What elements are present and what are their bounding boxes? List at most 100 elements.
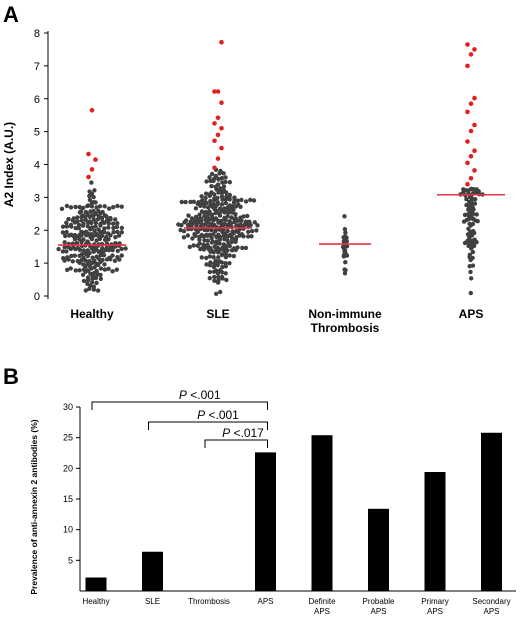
data-point: [197, 241, 202, 246]
data-point: [227, 219, 232, 224]
data-point: [105, 218, 110, 223]
data-point-elevated: [219, 145, 224, 151]
data-point: [115, 221, 120, 226]
data-point: [202, 214, 207, 219]
data-point: [96, 208, 101, 214]
data-point: [185, 233, 191, 238]
data-point: [73, 204, 78, 210]
x-category-label: SLE: [145, 597, 160, 606]
data-point: [73, 225, 78, 231]
data-point: [90, 213, 95, 218]
data-point: [65, 267, 70, 273]
y-tick-label: 20: [63, 463, 73, 473]
data-point: [79, 218, 84, 223]
data-point: [213, 228, 218, 233]
y-tick-label: 4: [34, 160, 40, 172]
data-point: [470, 249, 476, 255]
data-point-elevated: [219, 100, 224, 105]
scatter-chart: 0 1 2 3 4 5 6 7 8 A2 Index (A.U.) Healthy SLE Non-im…: [2, 28, 505, 335]
data-point: [71, 245, 76, 250]
data-point: [62, 233, 68, 239]
data-point: [64, 203, 70, 209]
y-tick-label: 2: [34, 225, 40, 237]
p-value-label: P <.001: [197, 408, 239, 422]
data-point: [205, 228, 210, 233]
data-point: [97, 236, 103, 242]
data-point: [223, 271, 228, 276]
data-point: [80, 272, 86, 277]
data-point: [197, 212, 202, 217]
data-point: [116, 233, 122, 238]
data-point: [64, 229, 69, 235]
data-point: [469, 276, 474, 281]
data-point-elevated: [472, 95, 477, 101]
data-point: [98, 266, 104, 271]
data-point: [239, 232, 244, 237]
data-point: [99, 215, 105, 221]
data-point: [223, 251, 228, 257]
data-point: [119, 225, 125, 231]
data-point: [342, 214, 347, 219]
data-point: [100, 257, 105, 263]
data-point: [212, 278, 217, 283]
data-point: [243, 245, 249, 251]
data-point: [214, 291, 219, 296]
data-point: [92, 228, 97, 234]
data-point: [207, 209, 212, 214]
data-point-elevated: [472, 47, 477, 52]
data-point: [199, 194, 204, 199]
data-point: [76, 226, 82, 231]
data-point: [215, 208, 220, 214]
p-letter: P: [222, 426, 230, 440]
data-point: [199, 232, 204, 238]
x-category-label: SLE: [206, 307, 229, 321]
x-category-label: APS: [314, 607, 330, 616]
data-point: [94, 205, 99, 210]
data-point: [243, 219, 249, 224]
data-point: [211, 202, 216, 207]
data-point: [102, 226, 107, 231]
x-category-label: Secondary: [472, 597, 510, 606]
data-point: [183, 199, 188, 205]
data-point: [93, 224, 98, 229]
data-point: [207, 175, 212, 180]
data-point: [218, 186, 223, 191]
data-point: [206, 205, 211, 210]
data-point: [90, 255, 95, 260]
p-letter: P: [179, 388, 187, 402]
data-point: [199, 209, 205, 214]
data-point: [211, 264, 217, 270]
data-point: [107, 255, 112, 260]
data-point: [209, 212, 214, 217]
data-point: [102, 213, 108, 218]
data-point: [474, 212, 479, 217]
data-point: [100, 209, 105, 215]
data-point: [219, 218, 224, 224]
data-point: [60, 249, 66, 254]
data-point: [189, 216, 195, 221]
data-point: [472, 201, 478, 206]
data-point: [471, 211, 476, 216]
data-point: [79, 229, 84, 234]
data-point: [227, 261, 232, 266]
data-point: [209, 227, 214, 233]
data-point: [89, 204, 95, 209]
data-point: [114, 267, 120, 272]
data-point: [104, 245, 110, 250]
data-point: [94, 238, 99, 243]
data-point: [94, 254, 100, 259]
data-point: [94, 231, 99, 237]
data-point: [227, 192, 232, 198]
data-point: [227, 253, 232, 258]
dot-group: [176, 39, 260, 296]
data-point: [246, 229, 251, 234]
data-point: [113, 217, 118, 222]
y-tick-label: 3: [34, 192, 40, 204]
data-point: [219, 194, 225, 199]
x-category-label: Primary: [421, 597, 449, 606]
data-point-elevated: [465, 63, 470, 69]
data-point-elevated: [468, 52, 474, 57]
data-point: [95, 272, 101, 277]
data-point: [62, 240, 67, 245]
data-point-elevated: [219, 126, 224, 131]
